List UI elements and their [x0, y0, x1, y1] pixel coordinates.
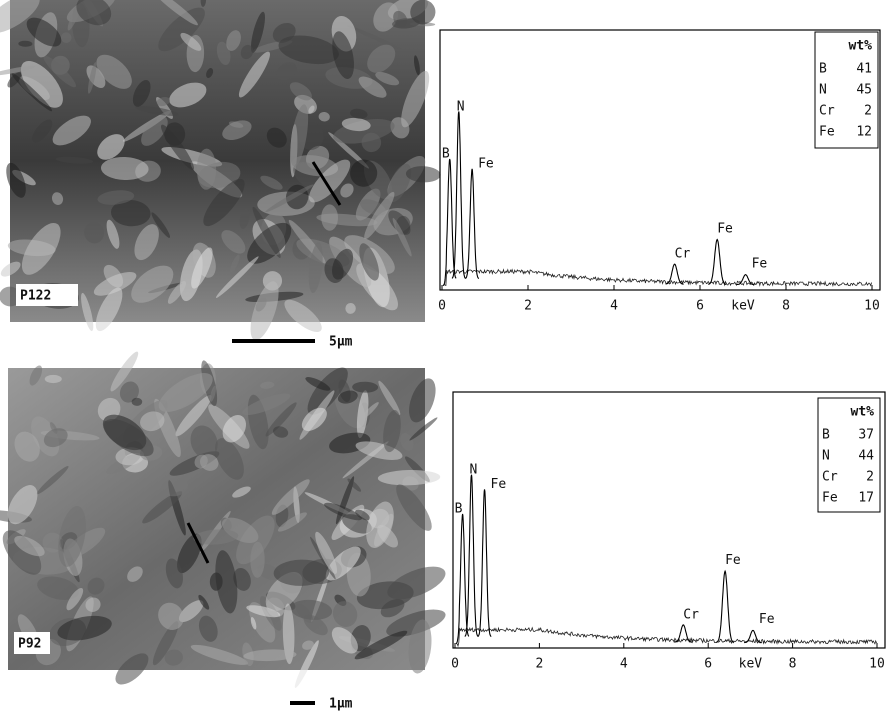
- scale-label: 1μm: [329, 697, 353, 712]
- spectrum-peak: [465, 169, 479, 279]
- peak-label: Fe: [717, 222, 733, 237]
- texture: [345, 303, 356, 314]
- texture: [321, 204, 338, 230]
- element-name: B: [819, 62, 827, 77]
- composition-header: wt%: [851, 405, 875, 420]
- figure: P1225μm0246810keVBNFeCrFeFewt%B41N45Cr2F…: [0, 0, 889, 725]
- spectrum-peak: [478, 489, 491, 636]
- element-name: Cr: [822, 470, 838, 485]
- spectrum-peak: [708, 240, 726, 285]
- x-tick-label: 4: [620, 657, 628, 672]
- spectrum-peak: [737, 275, 755, 285]
- scale-label: 5μm: [329, 335, 353, 350]
- element-wt: 37: [858, 428, 874, 443]
- spectrum-peak: [465, 475, 478, 637]
- peak-label: Cr: [683, 607, 699, 622]
- peak-label: Fe: [491, 477, 507, 492]
- element-wt: 41: [856, 62, 872, 77]
- peak-label: B: [442, 147, 450, 162]
- peak-label: B: [455, 502, 463, 517]
- spectrum-frame: [440, 30, 880, 290]
- composition-header: wt%: [849, 39, 873, 54]
- image-label: P92: [18, 637, 41, 652]
- peak-label: N: [469, 462, 477, 477]
- peak-label: Fe: [759, 612, 775, 627]
- spectrum-peak: [452, 112, 466, 279]
- x-axis-label: keV: [739, 657, 763, 672]
- element-name: Fe: [819, 125, 835, 140]
- x-tick-label: 0: [438, 299, 446, 314]
- x-tick-label: 2: [535, 657, 543, 672]
- x-tick-label: 2: [524, 299, 532, 314]
- spectrum-background: [457, 628, 876, 646]
- peak-label: Cr: [675, 247, 691, 262]
- x-tick-label: 10: [869, 657, 885, 672]
- element-wt: 2: [864, 104, 872, 119]
- image-label: P122: [20, 289, 51, 304]
- x-tick-label: 6: [704, 657, 712, 672]
- element-name: B: [822, 428, 830, 443]
- x-tick-label: 4: [610, 299, 618, 314]
- element-name: Fe: [822, 491, 838, 506]
- element-wt: 12: [856, 125, 872, 140]
- x-tick-label: 8: [789, 657, 797, 672]
- peak-label: Fe: [752, 257, 768, 272]
- x-tick-label: 10: [864, 299, 880, 314]
- element-wt: 44: [858, 449, 874, 464]
- element-name: N: [819, 83, 827, 98]
- x-axis-label: keV: [731, 299, 755, 314]
- x-tick-label: 8: [782, 299, 790, 314]
- texture: [45, 375, 62, 383]
- element-wt: 17: [858, 491, 874, 506]
- spectrum-background: [444, 270, 871, 286]
- peak-label: N: [457, 99, 465, 114]
- element-name: N: [822, 449, 830, 464]
- element-wt: 2: [866, 470, 874, 485]
- element-name: Cr: [819, 104, 835, 119]
- peak-label: Fe: [478, 157, 494, 172]
- x-tick-label: 0: [451, 657, 459, 672]
- spectrum-peak: [716, 571, 734, 642]
- element-wt: 45: [856, 83, 872, 98]
- x-tick-label: 6: [696, 299, 704, 314]
- peak-label: Fe: [725, 553, 741, 568]
